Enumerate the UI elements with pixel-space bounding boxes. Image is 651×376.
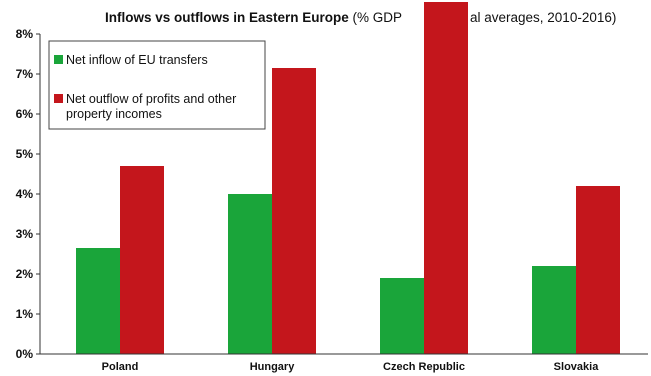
y-tick-label: 3%: [16, 227, 34, 241]
chart-title-subtitle-b: al averages, 2010-2016): [470, 10, 616, 25]
plot-area: 0% 1% 2% 3% 4% 5% 6% 7% 8% Poland Hungary Czech Rep…: [16, 2, 648, 373]
legend-swatch: [54, 55, 63, 64]
chart-title-subtitle-a: (% GDP: [349, 10, 402, 25]
x-tick-label: Slovakia: [554, 361, 600, 373]
y-tick-label: 8%: [16, 27, 34, 41]
y-tick-label: 4%: [16, 187, 34, 201]
bar-outflow: [120, 166, 164, 354]
y-tick-label: 0%: [16, 347, 34, 361]
bar-inflow: [532, 266, 576, 354]
y-tick-label: 7%: [16, 67, 34, 81]
legend-swatch: [54, 94, 63, 103]
bar-inflow: [76, 248, 120, 354]
bar-outflow: [576, 186, 620, 354]
bar-inflow: [228, 194, 272, 354]
chart-title-main: Inflows vs outflows in Eastern Europe: [105, 10, 349, 25]
legend-label: Net outflow of profits and other: [66, 92, 236, 106]
chart-title: Inflows vs outflows in Eastern Europe (%…: [105, 10, 402, 25]
y-tick-label: 6%: [16, 107, 34, 121]
legend-label: property incomes: [66, 107, 162, 121]
bar-outflow: [424, 2, 468, 354]
x-tick-label: Hungary: [250, 361, 296, 373]
bar-inflow: [380, 278, 424, 354]
x-tick-label: Poland: [102, 361, 139, 373]
y-tick-label: 1%: [16, 307, 34, 321]
legend-box: [48, 40, 266, 130]
legend-label: Net inflow of EU transfers: [66, 53, 208, 67]
y-tick-label: 5%: [16, 147, 34, 161]
y-tick-label: 2%: [16, 267, 34, 281]
legend: Net inflow of EU transfers Net outflow of…: [48, 40, 266, 130]
x-tick-label: Czech Republic: [383, 361, 465, 373]
bar-outflow: [272, 68, 316, 354]
